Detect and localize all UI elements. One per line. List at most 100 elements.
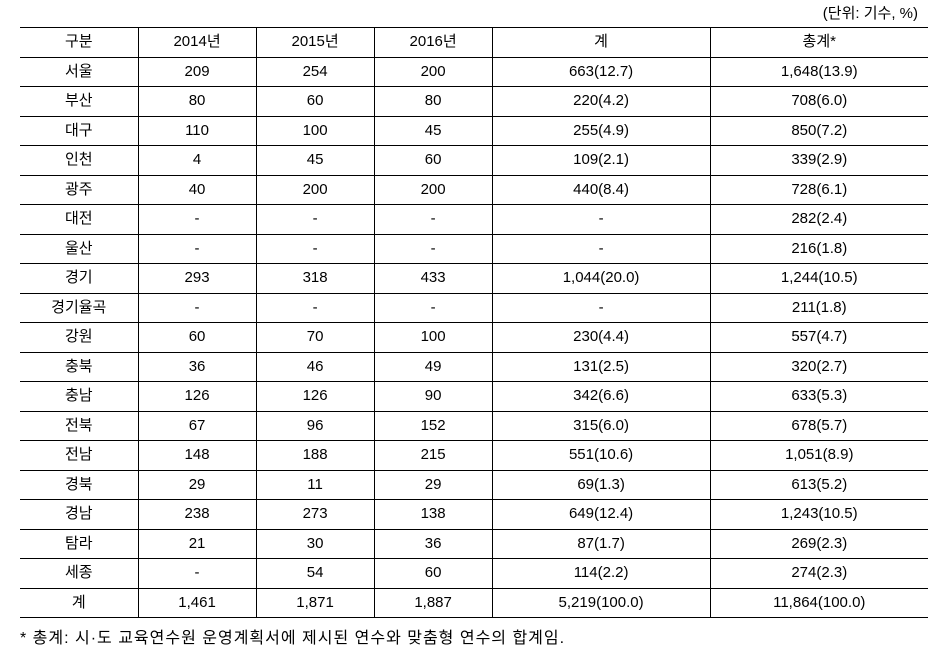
table-cell: 433 (374, 264, 492, 294)
table-cell: 633(5.3) (710, 382, 928, 412)
table-cell: 850(7.2) (710, 116, 928, 146)
table-cell: 대전 (20, 205, 138, 235)
table-cell: 36 (374, 529, 492, 559)
table-cell: - (256, 234, 374, 264)
table-cell: 1,461 (138, 588, 256, 618)
table-cell: - (138, 234, 256, 264)
table-cell: 전남 (20, 441, 138, 471)
table-cell: 293 (138, 264, 256, 294)
table-cell: 경북 (20, 470, 138, 500)
table-row: 탐라21303687(1.7)269(2.3) (20, 529, 928, 559)
table-cell: 269(2.3) (710, 529, 928, 559)
table-cell: 282(2.4) (710, 205, 928, 235)
table-cell: 1,243(10.5) (710, 500, 928, 530)
table-cell: - (138, 559, 256, 589)
table-cell: 148 (138, 441, 256, 471)
table-row: 충남12612690342(6.6)633(5.3) (20, 382, 928, 412)
table-cell: 238 (138, 500, 256, 530)
table-cell: 209 (138, 57, 256, 87)
table-cell: 49 (374, 352, 492, 382)
table-cell: 탐라 (20, 529, 138, 559)
table-cell: 대구 (20, 116, 138, 146)
table-cell: 318 (256, 264, 374, 294)
table-cell: 울산 (20, 234, 138, 264)
table-cell: 255(4.9) (492, 116, 710, 146)
table-row: 부산806080220(4.2)708(6.0) (20, 87, 928, 117)
table-cell: 200 (256, 175, 374, 205)
table-cell: 인천 (20, 146, 138, 176)
table-cell: 110 (138, 116, 256, 146)
table-cell: 45 (256, 146, 374, 176)
table-cell: - (374, 234, 492, 264)
table-cell: 5,219(100.0) (492, 588, 710, 618)
table-cell: 200 (374, 175, 492, 205)
table-cell: - (138, 293, 256, 323)
table-cell: 부산 (20, 87, 138, 117)
table-cell: 551(10.6) (492, 441, 710, 471)
col-header: 구분 (20, 28, 138, 58)
col-header: 계 (492, 28, 710, 58)
table-cell: 273 (256, 500, 374, 530)
table-cell: 전북 (20, 411, 138, 441)
table-row: 서울209254200663(12.7)1,648(13.9) (20, 57, 928, 87)
unit-label: (단위: 기수, %) (20, 2, 928, 23)
table-cell: 21 (138, 529, 256, 559)
table-cell: 708(6.0) (710, 87, 928, 117)
table-body: 서울209254200663(12.7)1,648(13.9)부산8060802… (20, 57, 928, 618)
table-cell: 440(8.4) (492, 175, 710, 205)
table-cell: 11 (256, 470, 374, 500)
table-row: 경남238273138649(12.4)1,243(10.5) (20, 500, 928, 530)
table-cell: 1,887 (374, 588, 492, 618)
table-cell: 69(1.3) (492, 470, 710, 500)
table-cell: 557(4.7) (710, 323, 928, 353)
table-cell: 40 (138, 175, 256, 205)
table-cell: - (374, 205, 492, 235)
table-row: 울산----216(1.8) (20, 234, 928, 264)
footnote: * 총계: 시·도 교육연수원 운영계획서에 제시된 연수와 맞춤형 연수의 합… (20, 624, 928, 648)
table-row: 충북364649131(2.5)320(2.7) (20, 352, 928, 382)
table-cell: - (138, 205, 256, 235)
table-cell: 1,871 (256, 588, 374, 618)
col-header: 2015년 (256, 28, 374, 58)
table-cell: 109(2.1) (492, 146, 710, 176)
table-cell: 138 (374, 500, 492, 530)
table-cell: 67 (138, 411, 256, 441)
table-cell: 11,864(100.0) (710, 588, 928, 618)
table-cell: 114(2.2) (492, 559, 710, 589)
table-cell: 29 (138, 470, 256, 500)
table-cell: 서울 (20, 57, 138, 87)
table-cell: 충북 (20, 352, 138, 382)
table-row: 세종-5460114(2.2)274(2.3) (20, 559, 928, 589)
table-cell: 216(1.8) (710, 234, 928, 264)
table-cell: 광주 (20, 175, 138, 205)
table-cell: 54 (256, 559, 374, 589)
table-row: 대전----282(2.4) (20, 205, 928, 235)
col-header: 2014년 (138, 28, 256, 58)
table-cell: 계 (20, 588, 138, 618)
table-row: 계1,4611,8711,8875,219(100.0)11,864(100.0… (20, 588, 928, 618)
table-cell: 1,648(13.9) (710, 57, 928, 87)
table-cell: 충남 (20, 382, 138, 412)
table-cell: 경기 (20, 264, 138, 294)
table-cell: 80 (138, 87, 256, 117)
table-cell: - (256, 293, 374, 323)
table-cell: 87(1.7) (492, 529, 710, 559)
table-cell: 649(12.4) (492, 500, 710, 530)
table-cell: 60 (256, 87, 374, 117)
table-cell: 126 (256, 382, 374, 412)
table-cell: 100 (256, 116, 374, 146)
table-row: 경북29112969(1.3)613(5.2) (20, 470, 928, 500)
table-cell: 220(4.2) (492, 87, 710, 117)
table-row: 대구11010045255(4.9)850(7.2) (20, 116, 928, 146)
table-cell: 315(6.0) (492, 411, 710, 441)
table-row: 전북6796152315(6.0)678(5.7) (20, 411, 928, 441)
table-row: 광주40200200440(8.4)728(6.1) (20, 175, 928, 205)
table-cell: 230(4.4) (492, 323, 710, 353)
table-row: 강원6070100230(4.4)557(4.7) (20, 323, 928, 353)
table-cell: 60 (138, 323, 256, 353)
table-cell: - (492, 205, 710, 235)
table-cell: 1,051(8.9) (710, 441, 928, 471)
table-header: 구분 2014년 2015년 2016년 계 총계* (20, 28, 928, 58)
table-cell: 613(5.2) (710, 470, 928, 500)
table-cell: 96 (256, 411, 374, 441)
